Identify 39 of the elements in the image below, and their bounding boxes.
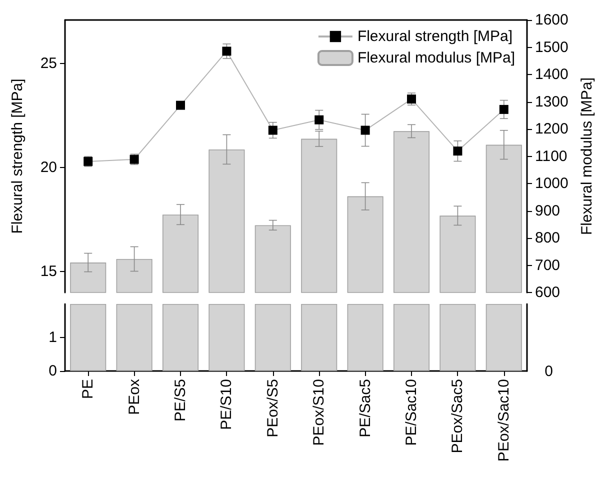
x-tick-label: PEox/Sac5 — [449, 379, 466, 454]
point — [268, 126, 278, 135]
x-tick-label: PE/Sac10 — [403, 379, 420, 446]
x-tick-label: PE/S5 — [172, 379, 189, 422]
point — [453, 146, 462, 156]
y2-axis-title: Flexural modulus [MPa] — [578, 77, 596, 236]
point — [407, 94, 416, 104]
y-tick-label: 25 — [40, 55, 57, 72]
y-tick-label: 1 — [48, 329, 57, 346]
y2-tick-label: 600 — [535, 284, 560, 301]
y2-tick-label: 1200 — [535, 120, 568, 138]
y2-tick-label: 800 — [535, 230, 560, 246]
y-tick-label: 0 — [48, 362, 57, 380]
text: 0 — [544, 363, 553, 380]
point — [222, 46, 232, 56]
x-tick-label: PE/S10 — [218, 379, 236, 430]
point — [314, 115, 324, 124]
legend-label: Flexural modulus [MPa] — [357, 50, 516, 66]
point — [360, 126, 370, 135]
y2-tick-label: 700 — [535, 256, 560, 274]
y2-tick-label: 1300 — [535, 93, 568, 110]
point — [176, 100, 185, 110]
y-tick-label: 20 — [40, 159, 57, 176]
y2-tick-label: 1000 — [535, 175, 568, 192]
legend-label: Flexural strength [MPa] — [357, 28, 513, 45]
x-tick-label: PE — [80, 379, 97, 400]
y2-tick-label: 1100 — [535, 148, 568, 165]
x-tick-label: PE/Sac5 — [356, 379, 374, 438]
y-axis-title: Flexural strength [MPa] — [9, 78, 26, 234]
x-tick-label: PEox — [126, 378, 143, 415]
y2-tick-label: 1500 — [535, 38, 568, 56]
x-tick-label: PEox/Sac10 — [495, 379, 512, 462]
y2-tick-label: 1400 — [535, 66, 568, 83]
y2-tick-label: 1600 — [535, 12, 568, 28]
y-tick-label: 15 — [40, 263, 57, 280]
y2-tick-label: 900 — [535, 202, 560, 220]
x-tick-label: PEox/S10 — [310, 379, 328, 446]
point — [499, 104, 508, 114]
x-tick-label: PEox/S5 — [264, 379, 282, 438]
